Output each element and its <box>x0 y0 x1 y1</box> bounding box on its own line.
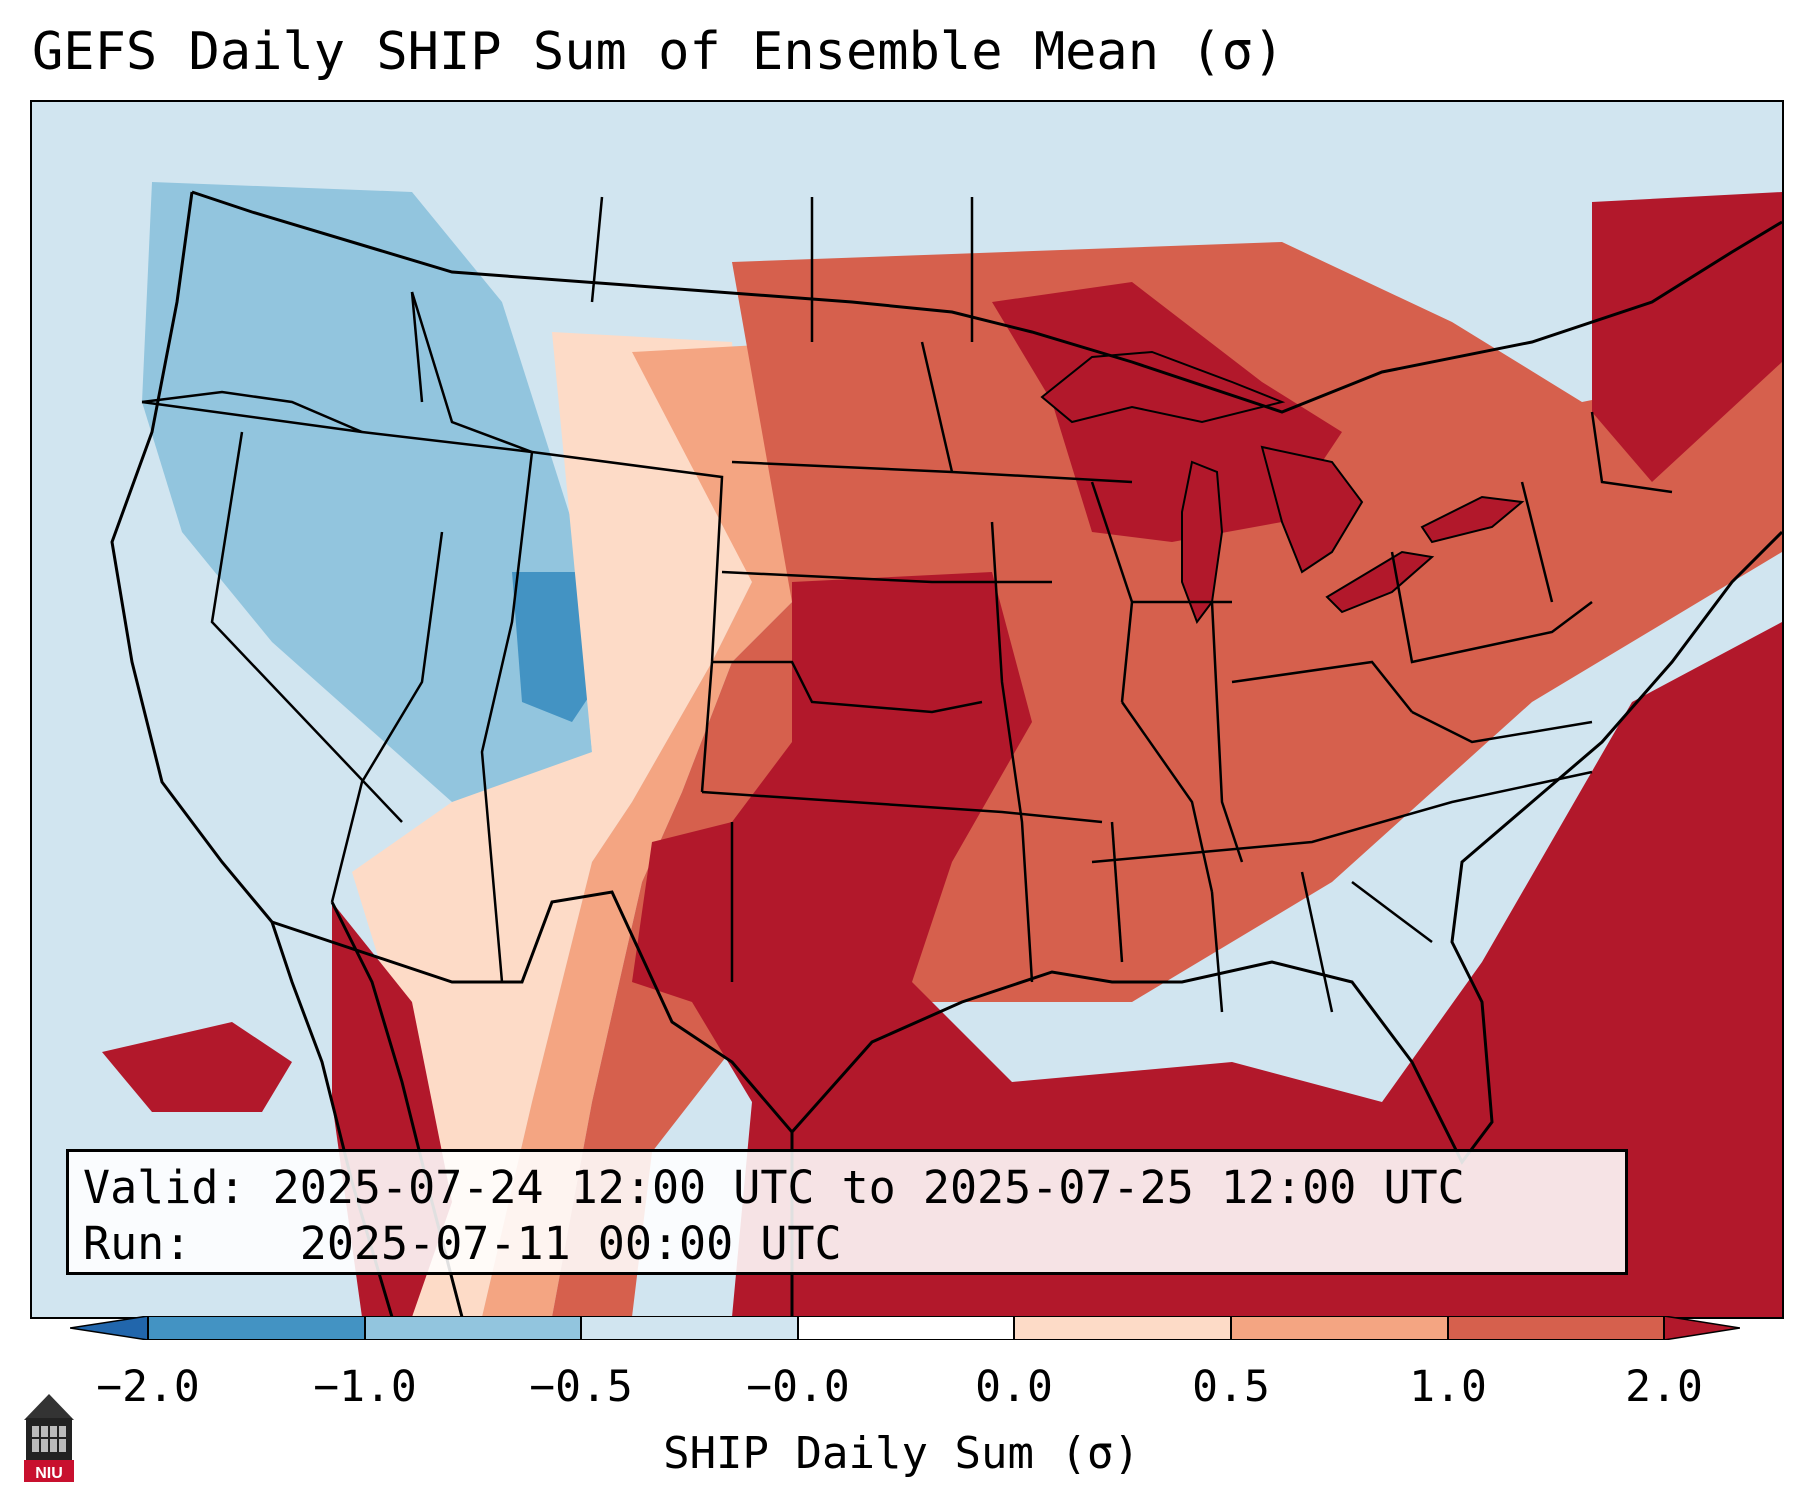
light-warm-band <box>352 332 752 1317</box>
map-canvas <box>32 102 1782 1317</box>
lake-ontario <box>1420 495 1525 544</box>
hot-northeast <box>1592 192 1782 482</box>
colorbar-tick-0: −2.0 <box>96 1362 200 1412</box>
hot-region <box>632 572 1782 1317</box>
colorbar <box>70 1316 1740 1340</box>
warm-band <box>482 342 812 1317</box>
lake-michigan <box>1181 460 1224 625</box>
run-label: Run: <box>83 1217 192 1270</box>
colorbar-tick-7: 2.0 <box>1625 1362 1703 1412</box>
colorbar-tick-1: −1.0 <box>313 1362 417 1412</box>
lake-huron <box>1260 445 1364 574</box>
colorbar-segment-0 <box>148 1316 365 1340</box>
us-canada-border <box>191 190 1782 414</box>
colorbar-extend-low <box>70 1316 149 1340</box>
colorbar-tick-2: −0.5 <box>529 1362 633 1412</box>
colorbar-segment-1 <box>365 1316 581 1340</box>
colorbar-segment-6 <box>1448 1316 1664 1340</box>
colorbar-extend-high <box>1663 1316 1740 1340</box>
validity-info-box: Valid: 2025-07-24 12:00 UTC to 2025-07-2… <box>66 1149 1628 1275</box>
valid-row: Valid: 2025-07-24 12:00 UTC to 2025-07-2… <box>83 1160 1625 1216</box>
colorbar-segment-3 <box>798 1316 1014 1340</box>
colorbar-tick-6: 1.0 <box>1409 1362 1487 1412</box>
map-title: GEFS Daily SHIP Sum of Ensemble Mean (σ) <box>32 22 1285 82</box>
light-blue-west <box>452 192 772 332</box>
colorbar-segment-5 <box>1231 1316 1448 1340</box>
logo-text: NIU <box>35 1465 63 1482</box>
colorbar-tick-5: 0.5 <box>1192 1362 1270 1412</box>
niu-logo-icon: NIU <box>24 1394 74 1482</box>
colorbar-tick-4: 0.0 <box>975 1362 1053 1412</box>
valid-label: Valid: <box>83 1161 246 1214</box>
us-mexico-border <box>271 890 794 1317</box>
colorbar-tick-3: −0.0 <box>746 1362 850 1412</box>
map-panel <box>30 100 1784 1319</box>
run-row: Run: 2025-07-11 00:00 UTC <box>83 1216 1625 1272</box>
colorbar-label: SHIP Daily Sum (σ) <box>663 1428 1140 1479</box>
us-west-coast <box>110 191 274 923</box>
valid-value: 2025-07-24 12:00 UTC to 2025-07-25 12:00… <box>272 1161 1465 1214</box>
hot-pacific-streak <box>102 1022 292 1112</box>
cool-region <box>142 182 592 862</box>
colorbar-segment-4 <box>1014 1316 1231 1340</box>
colorbar-segment-2 <box>581 1316 798 1340</box>
lake-erie <box>1325 550 1435 614</box>
run-value: 2025-07-11 00:00 UTC <box>299 1217 842 1270</box>
state-borders <box>141 196 1673 1013</box>
